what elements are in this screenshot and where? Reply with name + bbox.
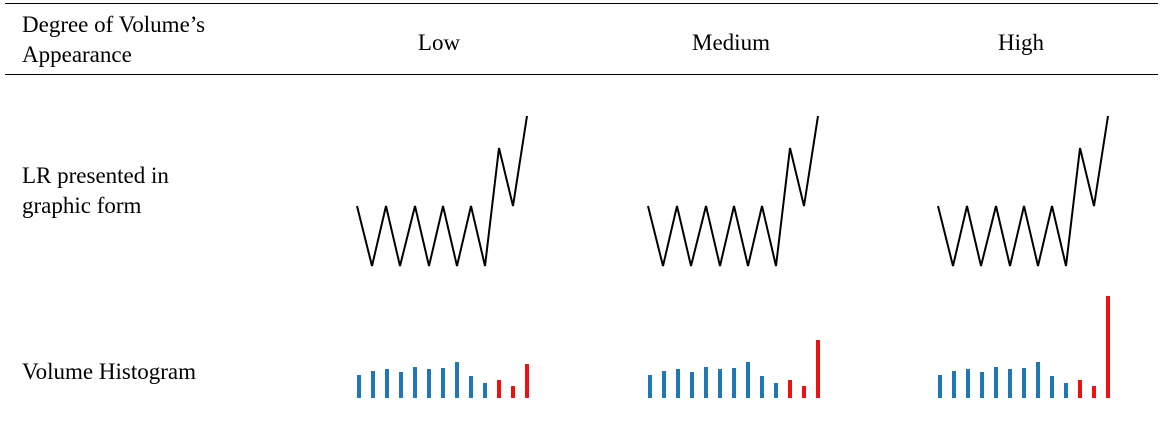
lr-zigzag-medium: [647, 115, 819, 267]
volume-bar-high-10: [1064, 383, 1068, 398]
row-header-label-line1: Degree of Volume’s: [22, 12, 206, 37]
volume-bar-medium-9: [760, 376, 764, 398]
volume-bar-medium-6: [718, 369, 722, 398]
volume-bar-high-2: [952, 371, 956, 398]
volume-bar-high-12: [1092, 386, 1096, 398]
volume-bar-medium-10: [774, 383, 778, 398]
volume-bar-low-1: [357, 375, 361, 398]
volume-bar-high-6: [1008, 369, 1012, 398]
volume-bar-low-8: [455, 362, 459, 398]
column-header-low: Low: [417, 30, 461, 55]
volume-bar-low-12: [511, 386, 515, 398]
volume-bar-medium-7: [732, 368, 736, 398]
row-header-label-line2: Appearance: [22, 42, 132, 67]
volume-bar-medium-2: [662, 371, 666, 398]
volume-bar-high-3: [966, 369, 970, 398]
volume-bar-medium-4: [690, 372, 694, 398]
volume-bar-high-7: [1022, 368, 1026, 398]
table-top-rule: [5, 3, 1158, 4]
volume-bar-low-10: [483, 383, 487, 398]
volume-bar-medium-3: [676, 369, 680, 398]
volume-bar-low-2: [371, 371, 375, 398]
volume-bar-medium-11: [788, 380, 792, 398]
volume-bar-medium-13: [816, 340, 820, 398]
column-header-high: High: [998, 30, 1044, 55]
volume-bar-high-9: [1050, 376, 1054, 398]
lr-row-label-line1: LR presented in: [22, 163, 169, 188]
volume-bar-low-13: [525, 364, 529, 398]
volume-bar-low-3: [385, 369, 389, 398]
volume-bar-medium-8: [746, 362, 750, 398]
volume-bar-low-7: [441, 368, 445, 398]
volume-bar-low-5: [413, 367, 417, 398]
volume-bar-low-4: [399, 372, 403, 398]
volume-bar-medium-1: [648, 375, 652, 398]
volume-bar-medium-12: [802, 386, 806, 398]
volume-bar-high-4: [980, 372, 984, 398]
header-bottom-rule: [5, 74, 1158, 75]
volume-bar-medium-5: [704, 367, 708, 398]
volume-bar-high-1: [938, 375, 942, 398]
volume-bar-high-5: [994, 367, 998, 398]
column-header-medium: Medium: [692, 30, 770, 55]
lr-zigzag-low: [356, 115, 528, 267]
lr-row-label-line2: graphic form: [22, 193, 142, 218]
volume-bar-low-6: [427, 369, 431, 398]
volume-bar-low-9: [469, 376, 473, 398]
volume-bar-high-13: [1106, 296, 1110, 398]
volume-bar-low-11: [497, 380, 501, 398]
volume-bar-high-8: [1036, 362, 1040, 398]
lr-zigzag-high: [937, 115, 1109, 267]
volume-bar-high-11: [1078, 380, 1082, 398]
volume-row-label: Volume Histogram: [22, 359, 196, 384]
